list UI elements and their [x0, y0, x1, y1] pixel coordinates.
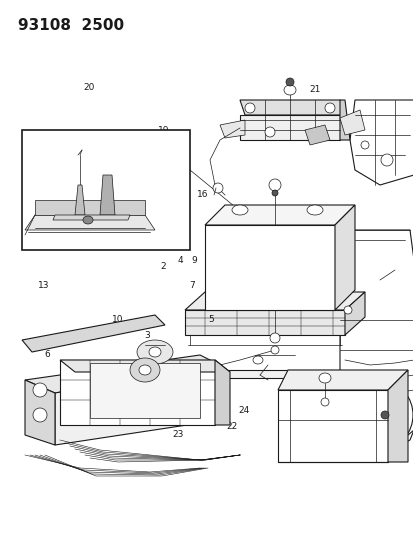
Text: 23: 23 — [360, 398, 371, 407]
Polygon shape — [75, 185, 85, 215]
Text: 22: 22 — [225, 422, 237, 431]
Polygon shape — [35, 200, 145, 215]
Text: 93108  2500: 93108 2500 — [18, 18, 124, 33]
Text: 8: 8 — [294, 219, 300, 227]
Text: 19: 19 — [157, 126, 169, 135]
Text: 17: 17 — [172, 150, 183, 159]
Ellipse shape — [320, 398, 328, 406]
Ellipse shape — [149, 347, 161, 357]
Ellipse shape — [271, 346, 278, 354]
Ellipse shape — [360, 141, 368, 149]
Polygon shape — [214, 360, 230, 425]
Polygon shape — [240, 115, 339, 140]
Bar — [204, 225, 334, 310]
Polygon shape — [22, 315, 165, 352]
Text: 14: 14 — [139, 204, 150, 212]
Bar — [185, 310, 344, 335]
Ellipse shape — [356, 383, 412, 447]
Text: 2: 2 — [160, 262, 166, 271]
Text: 11: 11 — [249, 236, 261, 244]
Text: 20: 20 — [83, 84, 95, 92]
Ellipse shape — [264, 127, 274, 137]
Ellipse shape — [380, 154, 392, 166]
Text: 12: 12 — [287, 273, 299, 281]
Polygon shape — [100, 175, 115, 215]
Ellipse shape — [324, 103, 334, 113]
Text: 6: 6 — [45, 350, 50, 359]
Text: 23: 23 — [172, 430, 183, 439]
Ellipse shape — [139, 365, 151, 375]
Polygon shape — [344, 292, 364, 335]
Ellipse shape — [306, 205, 322, 215]
Text: 22: 22 — [182, 390, 194, 399]
Ellipse shape — [268, 179, 280, 191]
Polygon shape — [55, 365, 219, 445]
Polygon shape — [53, 215, 130, 220]
Ellipse shape — [370, 399, 398, 431]
Polygon shape — [334, 205, 354, 310]
Text: 23: 23 — [137, 419, 148, 428]
Text: 1: 1 — [115, 238, 121, 247]
Ellipse shape — [231, 205, 247, 215]
Polygon shape — [339, 110, 364, 135]
Polygon shape — [204, 205, 354, 225]
Polygon shape — [240, 100, 344, 115]
Ellipse shape — [354, 415, 364, 425]
Text: 5: 5 — [208, 316, 214, 324]
Polygon shape — [304, 125, 329, 145]
Text: 7: 7 — [189, 281, 195, 289]
Polygon shape — [25, 355, 219, 393]
Polygon shape — [185, 292, 364, 310]
Polygon shape — [130, 370, 339, 378]
Polygon shape — [60, 360, 230, 372]
Ellipse shape — [252, 356, 262, 364]
Text: 9: 9 — [190, 256, 196, 264]
Ellipse shape — [269, 333, 279, 343]
Ellipse shape — [271, 190, 277, 196]
Polygon shape — [339, 100, 349, 140]
Text: 18: 18 — [54, 150, 66, 159]
Polygon shape — [387, 370, 407, 462]
Text: 16: 16 — [197, 190, 208, 199]
Bar — [22, 130, 190, 250]
Polygon shape — [25, 380, 55, 445]
Ellipse shape — [33, 408, 47, 422]
Bar — [277, 390, 387, 462]
Polygon shape — [219, 120, 244, 138]
Text: 15: 15 — [139, 192, 150, 200]
Text: 21: 21 — [308, 85, 320, 94]
Text: 10: 10 — [112, 316, 123, 324]
Ellipse shape — [137, 340, 173, 364]
Ellipse shape — [318, 373, 330, 383]
Bar — [60, 360, 214, 425]
Text: 23: 23 — [325, 414, 336, 423]
Text: 4: 4 — [177, 256, 183, 264]
Text: 6: 6 — [152, 342, 158, 351]
Ellipse shape — [212, 183, 223, 193]
Polygon shape — [25, 215, 154, 230]
Ellipse shape — [83, 216, 93, 224]
Ellipse shape — [380, 411, 388, 419]
Polygon shape — [349, 100, 413, 185]
Text: 10: 10 — [192, 358, 204, 367]
Ellipse shape — [244, 103, 254, 113]
Ellipse shape — [33, 383, 47, 397]
Ellipse shape — [283, 85, 295, 95]
Bar — [90, 363, 199, 418]
Text: 3: 3 — [144, 332, 150, 340]
Text: 13: 13 — [38, 281, 49, 289]
Polygon shape — [339, 230, 413, 450]
Ellipse shape — [343, 306, 351, 314]
Text: 24: 24 — [238, 406, 249, 415]
Polygon shape — [277, 370, 407, 390]
Ellipse shape — [130, 358, 159, 382]
Ellipse shape — [285, 78, 293, 86]
